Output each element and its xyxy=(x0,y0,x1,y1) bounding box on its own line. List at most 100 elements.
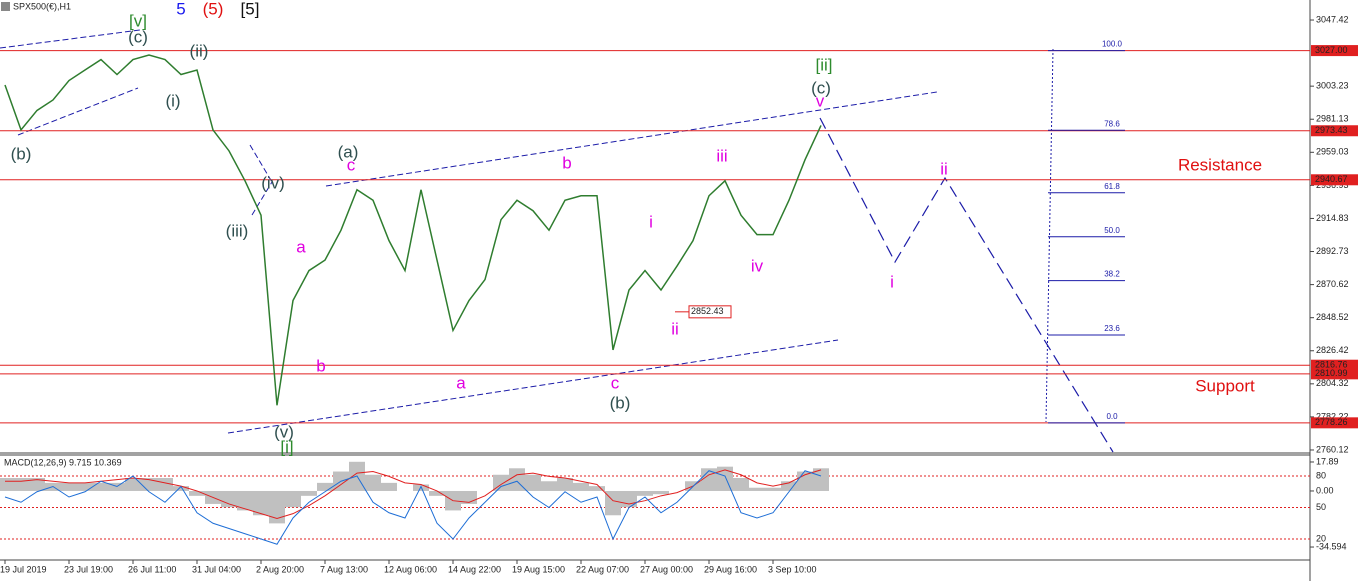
wave-label: (c) xyxy=(811,78,831,97)
fib-label: 61.8 xyxy=(1104,182,1120,191)
price-line xyxy=(4,54,822,406)
macd-bar xyxy=(317,482,333,491)
wave-label: (b) xyxy=(610,393,631,412)
wave-label: (iii) xyxy=(226,221,249,240)
fib-label: 0.0 xyxy=(1106,412,1118,421)
macd-line xyxy=(4,470,822,545)
x-tick-label: 12 Aug 06:00 xyxy=(384,564,437,574)
y-tick-label: 3047.42 xyxy=(1316,14,1349,24)
wave-label: Resistance xyxy=(1178,155,1262,174)
y-tick-label: 17.89 xyxy=(1316,456,1339,466)
wave-label: (c) xyxy=(128,27,148,46)
level-label: 3027.00 xyxy=(1315,45,1348,55)
wave-label: (ii) xyxy=(190,41,209,60)
y-tick-label: 2870.62 xyxy=(1316,279,1349,289)
wave-label: b xyxy=(316,356,325,375)
y-tick-label: -34.594 xyxy=(1316,541,1347,551)
x-tick-label: 19 Aug 15:00 xyxy=(512,564,565,574)
macd-bar xyxy=(221,490,237,508)
y2-tick-label: 50 xyxy=(1316,502,1326,512)
y-tick-label: 2782.22 xyxy=(1316,411,1349,421)
wave-label: 5 xyxy=(176,0,185,18)
wave-label: ii xyxy=(940,159,948,178)
macd-bar xyxy=(93,482,109,491)
level-box xyxy=(1311,368,1358,380)
wave-label: (i) xyxy=(165,91,180,110)
wave-label: [i] xyxy=(280,437,293,456)
x-tick-label: 23 Jul 19:00 xyxy=(64,564,113,574)
x-tick-label: 22 Aug 07:00 xyxy=(576,564,629,574)
macd-bar xyxy=(365,474,381,491)
fib-label: 38.2 xyxy=(1104,270,1120,279)
x-tick-label: 31 Jul 04:00 xyxy=(192,564,241,574)
y-tick-label: 2914.83 xyxy=(1316,213,1349,223)
x-tick-label: 7 Aug 13:00 xyxy=(320,564,368,574)
y-tick-label: 2760.12 xyxy=(1316,444,1349,454)
level-label: 2778.26 xyxy=(1315,417,1348,427)
macd-bar xyxy=(781,481,797,491)
macd-bar xyxy=(541,481,557,491)
macd-bar xyxy=(509,468,525,491)
wave-label: i xyxy=(890,272,894,291)
macd-line xyxy=(5,469,822,520)
x-tick-label: 27 Aug 00:00 xyxy=(640,564,693,574)
y-tick-label: 2959.03 xyxy=(1316,147,1349,157)
macd-bar xyxy=(589,486,605,491)
wave-label: v xyxy=(816,91,825,110)
y-tick-label: 2892.73 xyxy=(1316,246,1349,256)
y-tick-label: 2848.52 xyxy=(1316,312,1349,322)
trend-lines xyxy=(0,29,938,434)
macd-bar xyxy=(13,478,29,491)
wave-label: [5] xyxy=(241,0,260,18)
y-tick-label: 0.00 xyxy=(1316,485,1334,495)
y-tick-label: 3003.23 xyxy=(1316,81,1349,91)
macd-bar xyxy=(173,486,189,491)
macd-bar xyxy=(429,490,445,496)
macd-bar xyxy=(125,478,141,491)
y-tick-label: 2981.13 xyxy=(1316,114,1349,124)
macd-bar xyxy=(237,490,253,511)
macd-bar xyxy=(0,478,13,491)
symbol-icon xyxy=(1,2,10,11)
macd-bar xyxy=(813,468,829,491)
macd-bar xyxy=(269,490,285,524)
fib-label: 23.6 xyxy=(1104,324,1120,333)
projection-path xyxy=(819,117,1114,453)
macd-bar xyxy=(189,490,205,496)
wave-label: c xyxy=(611,373,620,392)
level-label: 2810.99 xyxy=(1315,368,1348,378)
level-box xyxy=(1311,359,1358,371)
chart-title: SPX500(€),H1 xyxy=(13,1,71,11)
macd-bar xyxy=(701,468,717,491)
wave-label: [v] xyxy=(129,11,147,30)
wave-label: a xyxy=(296,237,306,256)
macd-bar xyxy=(301,490,317,496)
level-box xyxy=(1311,174,1358,186)
wave-label: iv xyxy=(751,256,764,275)
x-tick-label: 29 Aug 16:00 xyxy=(704,564,757,574)
macd-bar xyxy=(29,478,45,491)
macd-bar xyxy=(285,490,301,508)
fib-label: 50.0 xyxy=(1104,226,1120,235)
macd-bar xyxy=(637,490,653,496)
macd-bar xyxy=(525,474,541,491)
macd-bar xyxy=(61,482,77,491)
wave-label: iii xyxy=(716,146,727,165)
macd-bar xyxy=(157,478,173,491)
macd-bar xyxy=(765,487,781,491)
macd-bar xyxy=(573,482,589,491)
wave-label: b xyxy=(562,153,571,172)
macd-bar xyxy=(733,478,749,491)
x-tick-label: 26 Jul 11:00 xyxy=(128,564,176,574)
level-label: 2973.43 xyxy=(1315,125,1348,135)
macd-bar xyxy=(621,490,637,508)
wave-label: (5) xyxy=(203,0,224,18)
marker-box xyxy=(688,305,732,319)
y2-tick-label: 80 xyxy=(1316,470,1326,480)
macd-bar xyxy=(557,478,573,491)
macd-bar xyxy=(749,487,765,491)
wave-label: (iv) xyxy=(261,173,285,192)
wave-label: ii xyxy=(671,319,679,338)
level-label: 2816.76 xyxy=(1315,360,1348,370)
